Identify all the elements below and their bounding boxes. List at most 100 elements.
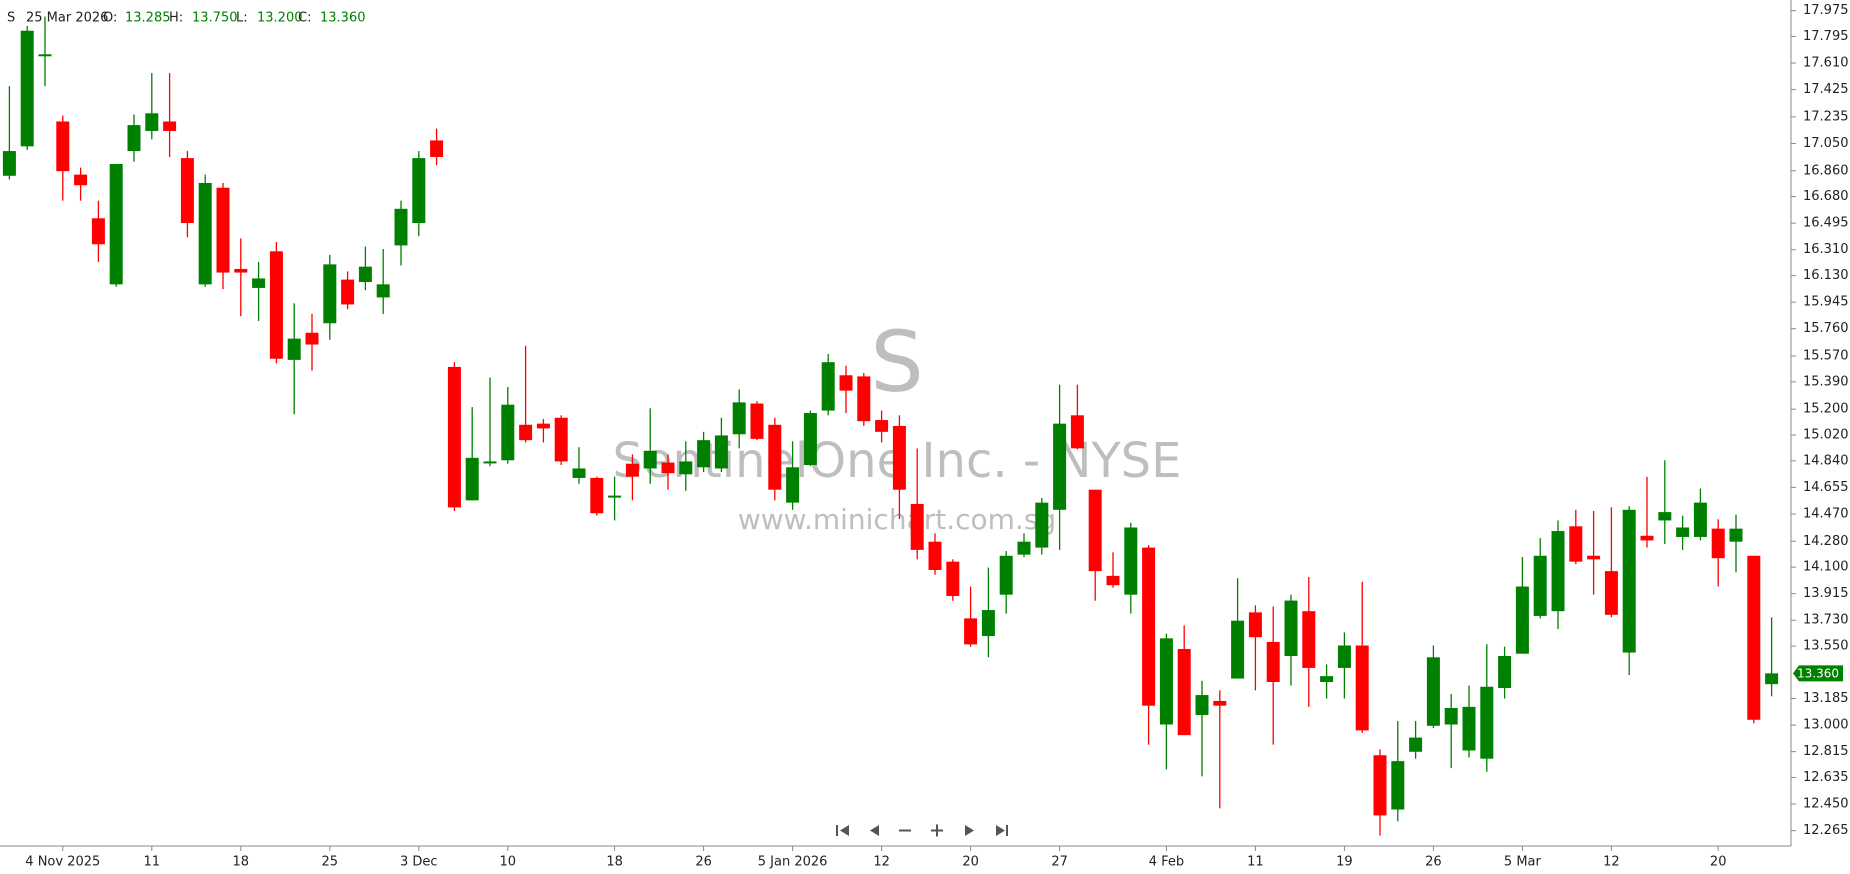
candle-body [412,158,426,224]
candle-body [714,435,728,469]
candle-body [768,424,782,490]
candle-body [447,366,461,508]
candle-body [732,402,746,435]
candle-body [91,218,105,245]
candle-body [145,113,159,131]
header-field-label: O: [103,11,117,26]
nav-first[interactable] [836,825,849,836]
candle-body [234,268,248,273]
header-date: 25 Mar 2026 [26,11,108,26]
candle-body [1355,645,1369,731]
candle-body [1266,641,1280,682]
y-tick-label: 13.915 [1803,586,1849,601]
candle-body [1106,575,1120,586]
candle-body [1213,700,1227,706]
candle-body [679,461,693,475]
y-tick-label: 12.265 [1803,823,1849,838]
y-tick-label: 13.550 [1803,639,1849,654]
nav-last[interactable] [996,825,1008,836]
y-tick-label: 16.860 [1803,163,1849,178]
candle-body [643,450,657,469]
candle-body [1480,686,1494,759]
candle-body [608,495,622,498]
candle-body [1711,528,1725,559]
candle-body [109,164,123,285]
header-field-value: 13.750 [192,11,238,26]
y-tick-label: 15.200 [1803,402,1849,417]
y-tick-label: 16.495 [1803,216,1849,231]
y-tick-label: 13.000 [1803,718,1849,733]
candle-body [1658,512,1672,521]
candle-body [1284,600,1298,657]
candle-body [803,413,817,466]
candle-body [287,338,301,360]
candle-body [1640,535,1654,541]
nav-forward[interactable] [965,825,974,836]
candle-body [394,208,408,246]
candle-body [786,467,800,503]
x-tick-label: 11 [144,855,161,870]
y-tick-label: 17.975 [1803,3,1849,18]
candle-body [1551,531,1565,612]
candle-body [323,264,337,324]
y-tick-label: 15.570 [1803,349,1849,364]
candle-body [1693,502,1707,537]
candle-body [74,174,88,186]
y-tick-label: 15.760 [1803,321,1849,336]
y-tick-label: 14.655 [1803,480,1849,495]
candle-body [1124,527,1138,595]
candle-body [56,121,70,172]
nav-back[interactable] [870,825,879,836]
navigation [836,824,1008,837]
x-tick-label: 26 [695,855,712,870]
candle-body [38,54,52,57]
candle-body [910,503,924,550]
x-tick-label: 12 [873,855,890,870]
y-tick-label: 15.390 [1803,374,1849,389]
x-tick-label: 18 [606,855,623,870]
candle-body [1747,555,1761,720]
candle-body [1426,657,1440,726]
y-tick-label: 17.795 [1803,29,1849,44]
candle-body [430,140,444,157]
candle-body [572,468,586,478]
candle-body [180,158,194,224]
candle-body [376,284,390,298]
x-tick-label: 3 Dec [400,855,438,870]
header-field-value: 13.285 [125,11,171,26]
y-tick-label: 12.635 [1803,770,1849,785]
candle-body [519,424,533,441]
header-symbol: S [7,11,15,26]
y-tick-label: 12.450 [1803,797,1849,812]
candle-body [1765,673,1779,685]
candle-body [2,151,16,176]
candle-body [857,376,871,422]
candle-body [1604,571,1618,615]
candle-body [946,561,960,596]
candle-body [1498,656,1512,689]
header-field-label: L: [236,11,248,26]
candles [2,16,1779,836]
candle-body [358,266,372,283]
last-price-label: 13.360 [1797,666,1839,680]
candle-body [554,417,568,462]
candle-body [536,423,550,429]
candle-body [1533,555,1547,616]
nav-zoom-in[interactable] [931,824,943,837]
candle-body [750,403,764,439]
candle-body [465,457,479,501]
candle-body [661,462,675,474]
candle-body [1729,528,1743,542]
y-tick-label: 14.470 [1803,506,1849,521]
x-tick-label: 5 Mar [1504,855,1542,870]
nav-zoom-out[interactable] [899,829,911,832]
y-tick-label: 17.235 [1803,109,1849,124]
candle-body [1462,706,1476,751]
x-tick-label: 27 [1051,855,1068,870]
y-tick-label: 16.130 [1803,268,1849,283]
candle-body [252,278,266,288]
candle-body [1195,695,1209,716]
watermark-symbol: S [870,313,923,411]
